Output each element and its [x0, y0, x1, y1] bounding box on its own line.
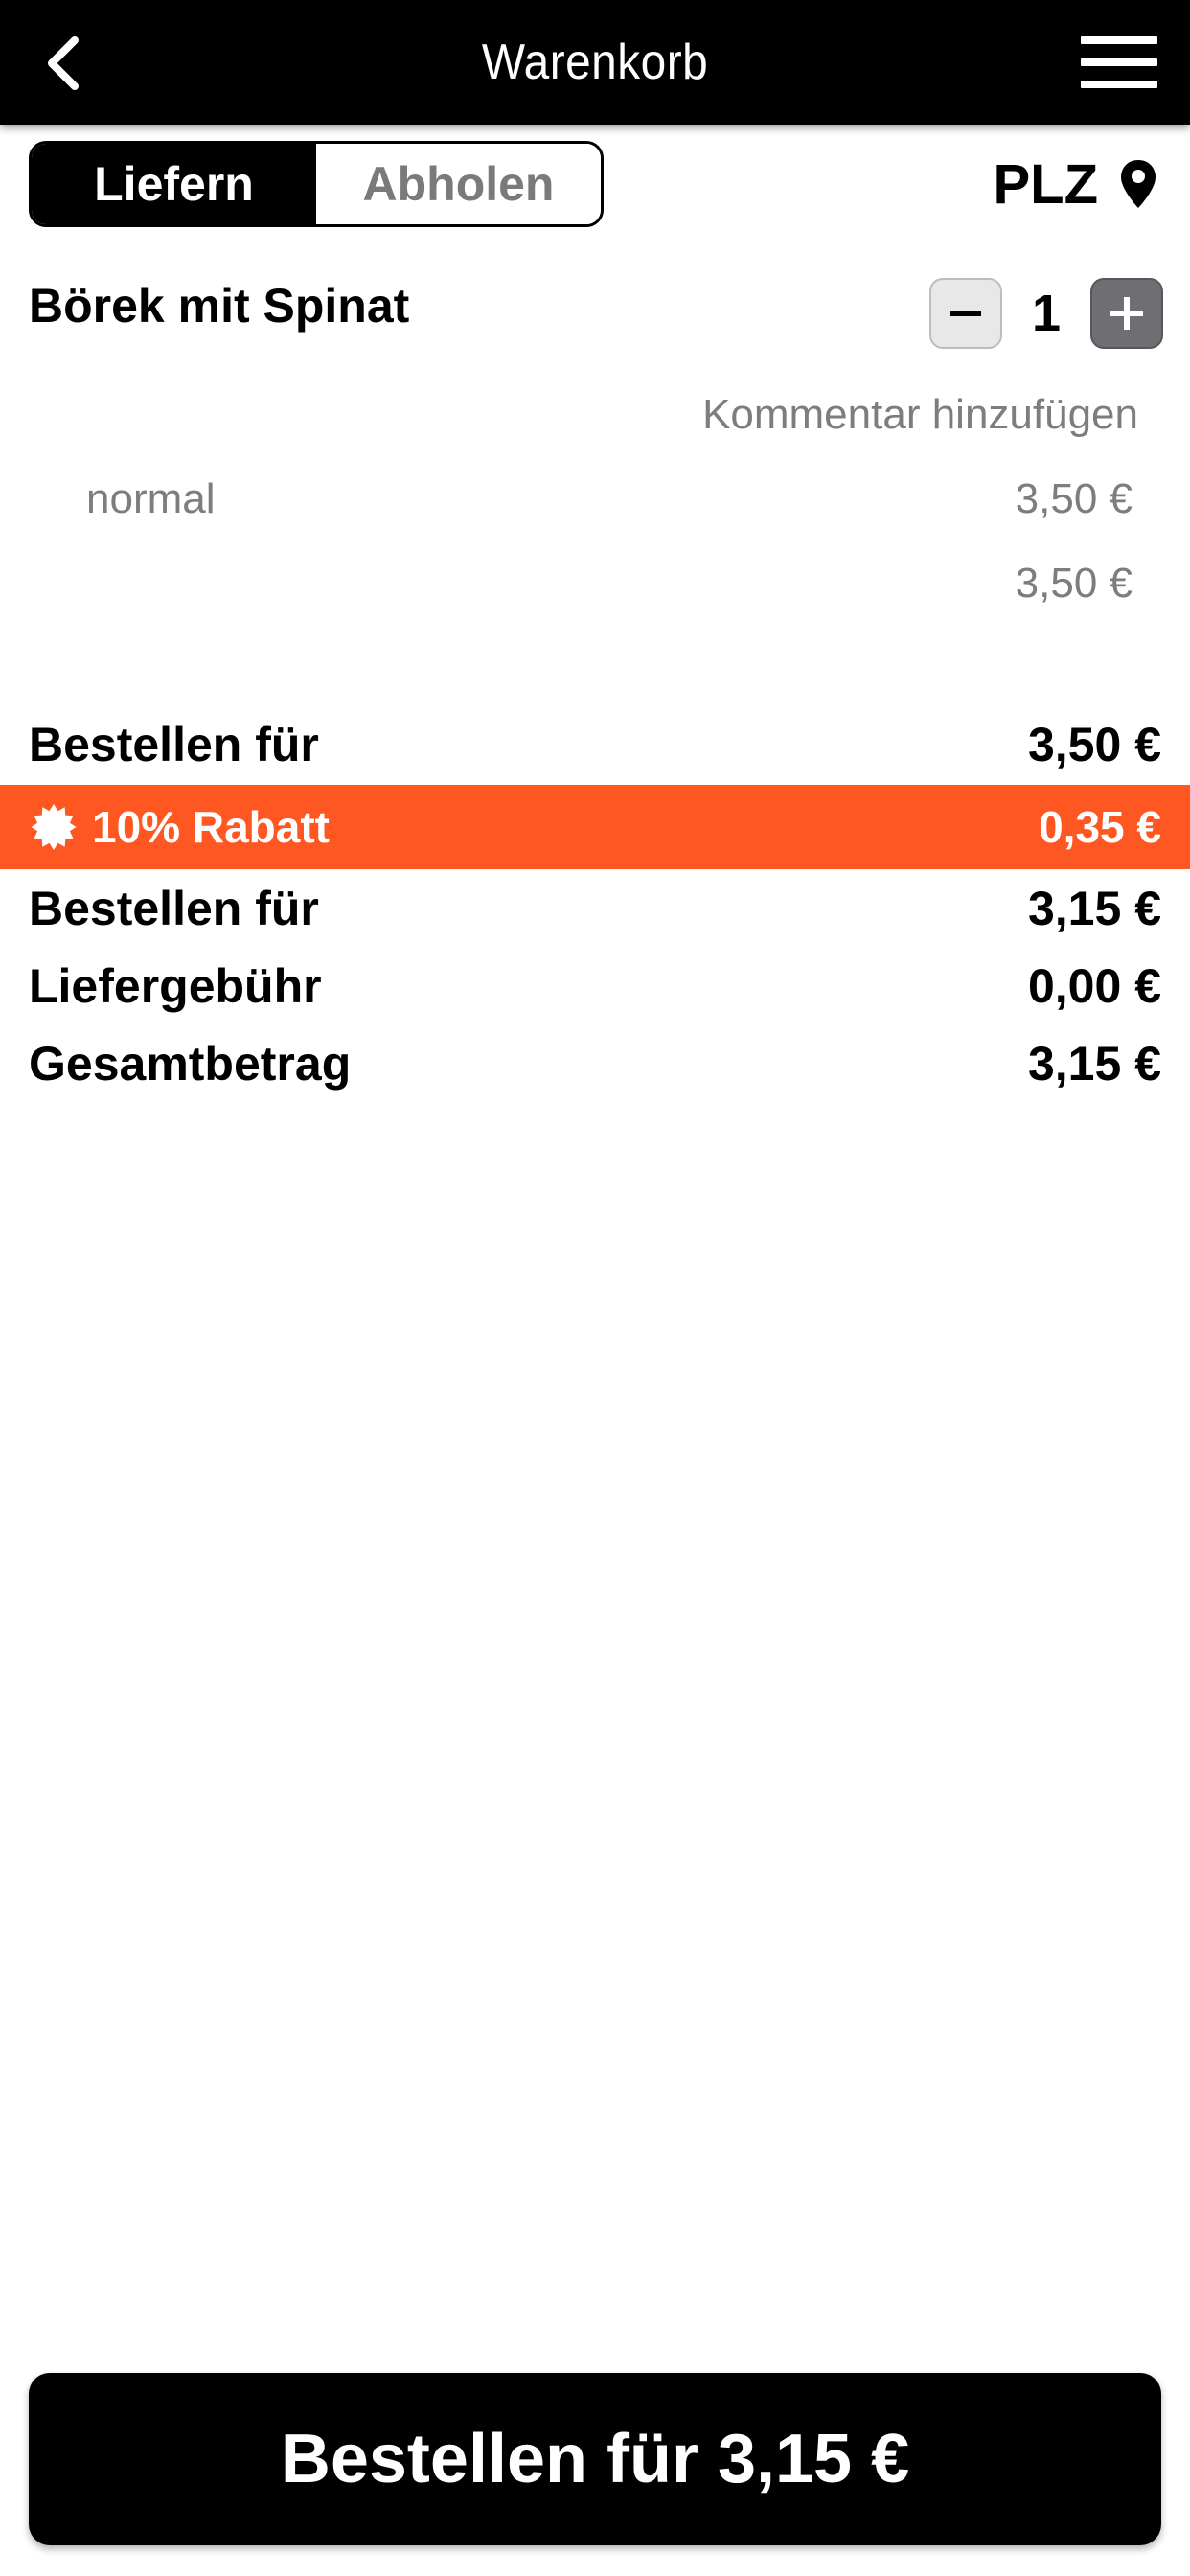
item-option-price: 3,50 €	[1015, 475, 1133, 522]
discount-banner: 10% Rabatt 0,35 €	[0, 785, 1190, 869]
plus-icon	[1110, 297, 1143, 330]
hamburger-menu-icon	[1081, 36, 1157, 44]
discounted-subtotal-label: Bestellen für	[29, 882, 319, 935]
quantity-value: 1	[1031, 285, 1062, 342]
subtotal-label: Bestellen für	[29, 718, 319, 771]
hamburger-menu-icon-line	[1081, 80, 1157, 88]
postal-code-selector[interactable]: PLZ	[993, 144, 1157, 224]
postal-code-label: PLZ	[993, 152, 1098, 216]
app-header: Warenkorb	[0, 0, 1190, 125]
discount-badge-icon	[31, 804, 77, 850]
map-pin-icon	[1121, 160, 1156, 208]
discount-label: 10% Rabatt	[92, 802, 330, 852]
page-title: Warenkorb	[481, 34, 709, 90]
total-value: 3,15 €	[1027, 1037, 1161, 1091]
delivery-fee-value: 0,00 €	[1027, 959, 1161, 1013]
discount-label-group: 10% Rabatt	[29, 801, 330, 853]
add-comment-link[interactable]: Kommentar hinzufügen	[702, 391, 1138, 438]
subtotal-value: 3,50 €	[1027, 718, 1161, 771]
total-row: Gesamtbetrag 3,15 €	[29, 1035, 1161, 1092]
item-total-price: 3,50 €	[1015, 560, 1133, 607]
subtotal-row: Bestellen für 3,50 €	[29, 716, 1161, 773]
item-option-name: normal	[86, 475, 216, 522]
increase-quantity-button[interactable]	[1090, 278, 1163, 349]
delivery-fee-label: Liefergebühr	[29, 959, 322, 1013]
discount-value: 0,35 €	[1039, 802, 1161, 852]
tab-liefern[interactable]: Liefern	[32, 144, 316, 224]
minus-icon	[950, 310, 981, 316]
discounted-subtotal-row: Bestellen für 3,15 €	[29, 880, 1161, 937]
menu-button[interactable]	[1081, 33, 1167, 92]
cart-item-name: Börek mit Spinat	[29, 279, 410, 333]
delivery-mode-toggle: Liefern Abholen	[29, 141, 604, 227]
hamburger-menu-icon-line	[1081, 58, 1157, 66]
place-order-button[interactable]: Bestellen für 3,15 €	[29, 2373, 1161, 2545]
discounted-subtotal-value: 3,15 €	[1027, 882, 1161, 935]
tab-abholen[interactable]: Abholen	[316, 144, 601, 224]
chevron-left-icon	[48, 36, 79, 90]
delivery-fee-row: Liefergebühr 0,00 €	[29, 957, 1161, 1015]
total-label: Gesamtbetrag	[29, 1037, 352, 1091]
back-button[interactable]	[34, 27, 92, 100]
decrease-quantity-button[interactable]	[929, 278, 1002, 349]
